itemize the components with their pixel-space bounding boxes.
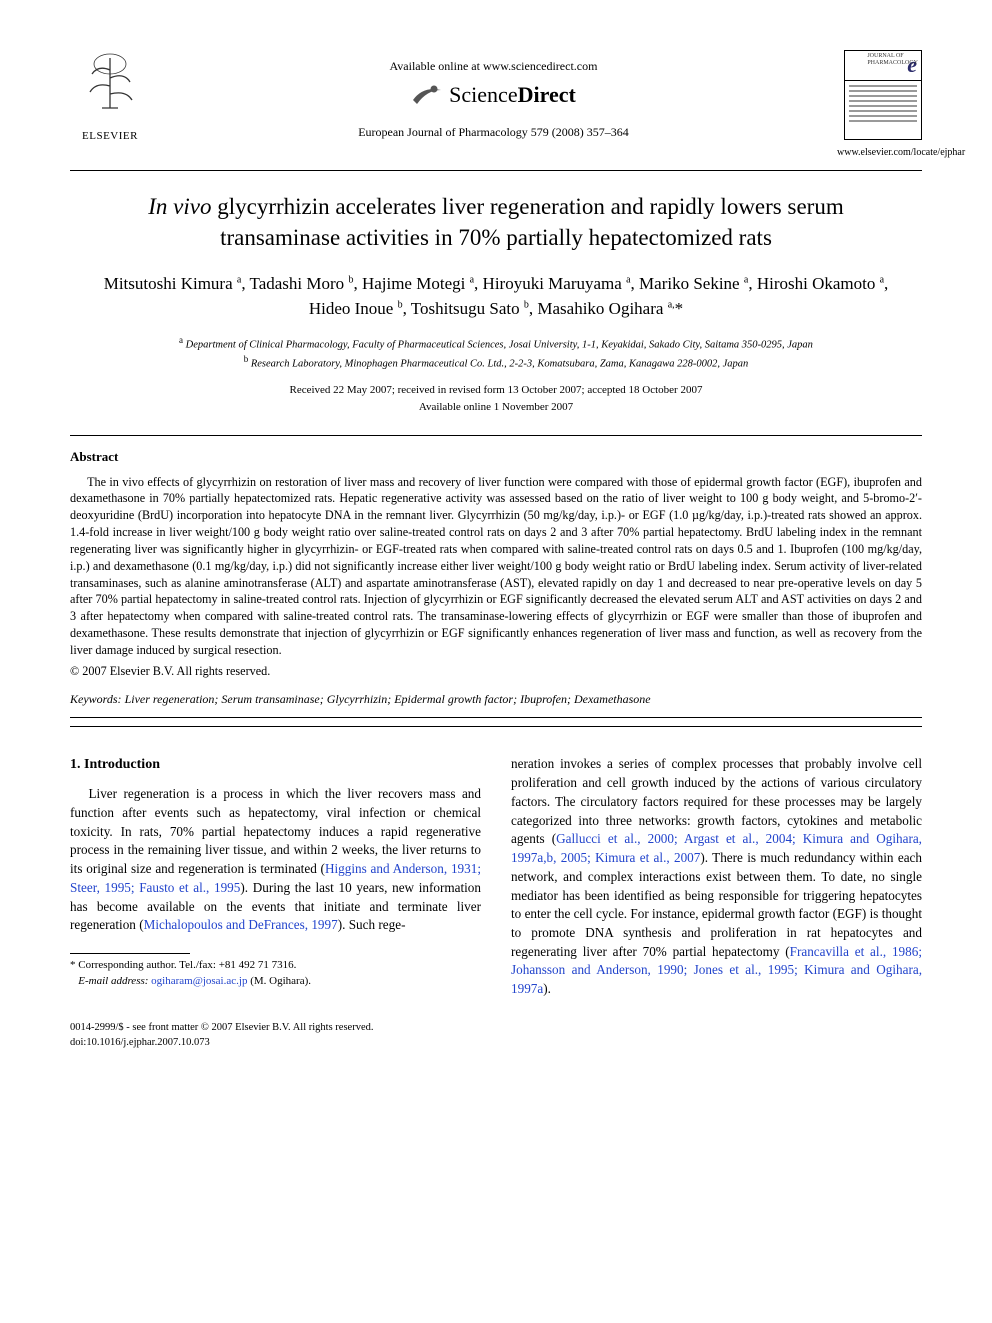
journal-reference: European Journal of Pharmacology 579 (20…: [150, 124, 837, 140]
author-list: Mitsutoshi Kimura a, Tadashi Moro b, Haj…: [100, 271, 892, 322]
available-online-date: Available online 1 November 2007: [70, 399, 922, 416]
footer-copyright: 0014-2999/$ - see front matter © 2007 El…: [70, 1021, 922, 1036]
ejp-cover-icon: e JOURNAL OFPHARMACOLOGY: [844, 50, 922, 140]
sciencedirect-swoosh-icon: [411, 82, 443, 108]
header-center: Available online at www.sciencedirect.co…: [150, 50, 837, 140]
elsevier-tree-icon: [80, 50, 140, 120]
sciencedirect-logo: ScienceDirect: [150, 80, 837, 110]
available-online-text: Available online at www.sciencedirect.co…: [150, 58, 837, 74]
email-link[interactable]: ogiharam@josai.ac.jp: [148, 975, 250, 987]
citation-link[interactable]: Michalopoulos and DeFrances, 1997: [144, 917, 338, 932]
keywords-text: Liver regeneration; Serum transaminase; …: [122, 692, 651, 706]
body-columns: 1. Introduction Liver regeneration is a …: [70, 755, 922, 999]
received-dates: Received 22 May 2007; received in revise…: [70, 382, 922, 399]
page-footer: 0014-2999/$ - see front matter © 2007 El…: [70, 1021, 922, 1050]
header: ELSEVIER Available online at www.science…: [70, 50, 922, 160]
left-column: 1. Introduction Liver regeneration is a …: [70, 755, 481, 999]
abstract-body: The in vivo effects of glycyrrhizin on r…: [70, 474, 922, 659]
email-line: E-mail address: ogiharam@josai.ac.jp (M.…: [70, 974, 481, 989]
abstract-heading: Abstract: [70, 448, 922, 466]
abstract-top-rule: [70, 435, 922, 436]
affiliations: a Department of Clinical Pharmacology, F…: [90, 334, 902, 373]
elsevier-label: ELSEVIER: [70, 129, 150, 144]
intro-paragraph-1: Liver regeneration is a process in which…: [70, 785, 481, 935]
corresponding-author-footnote: * Corresponding author. Tel./fax: +81 49…: [70, 958, 481, 989]
footer-doi: doi:10.1016/j.ejphar.2007.10.073: [70, 1036, 922, 1051]
intro-paragraph-2: neration invokes a series of complex pro…: [511, 755, 922, 999]
abstract-bottom-rule: [70, 717, 922, 718]
journal-url: www.elsevier.com/locate/ejphar: [837, 146, 922, 160]
publisher-logo: ELSEVIER: [70, 50, 150, 144]
article-dates: Received 22 May 2007; received in revise…: [70, 382, 922, 415]
abstract-copyright: © 2007 Elsevier B.V. All rights reserved…: [70, 663, 922, 679]
keywords-label: Keywords:: [70, 692, 122, 706]
ejp-subtitle: JOURNAL OFPHARMACOLOGY: [867, 53, 918, 66]
sciencedirect-text: ScienceDirect: [449, 80, 576, 110]
header-rule: [70, 170, 922, 171]
email-label: E-mail address:: [78, 975, 148, 987]
right-column: neration invokes a series of complex pro…: [511, 755, 922, 999]
section-heading-intro: 1. Introduction: [70, 755, 481, 775]
footnote-rule: [70, 953, 190, 954]
corr-author-line: * Corresponding author. Tel./fax: +81 49…: [70, 958, 481, 973]
affiliation-b: b Research Laboratory, Minophagen Pharma…: [90, 353, 902, 372]
affiliation-a: a Department of Clinical Pharmacology, F…: [90, 334, 902, 353]
journal-logo-block: e JOURNAL OFPHARMACOLOGY www.elsevier.co…: [837, 50, 922, 160]
keywords-line: Keywords: Liver regeneration; Serum tran…: [70, 691, 922, 707]
article-title: In vivo glycyrrhizin accelerates liver r…: [110, 191, 882, 253]
section-divider: [70, 726, 922, 727]
